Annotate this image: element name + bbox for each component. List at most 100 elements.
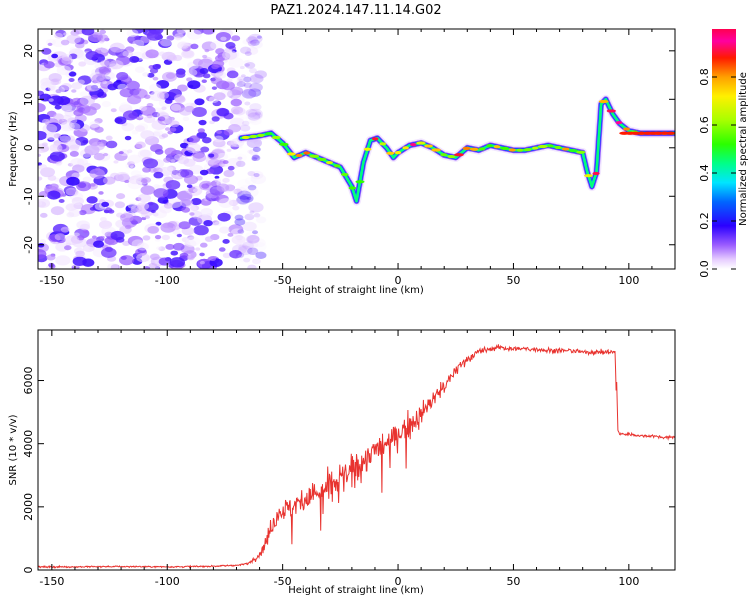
noise-blob (250, 40, 263, 49)
noise-blob (245, 62, 256, 69)
noise-blob (109, 59, 124, 70)
noise-blob (41, 48, 52, 55)
noise-blob (120, 213, 134, 223)
noise-blob (64, 235, 80, 246)
figure-title: PAZ1.2024.147.11.14.G02 (270, 3, 441, 18)
noise-blob (137, 193, 151, 203)
noise-blob (78, 61, 87, 67)
noise-blob (38, 164, 48, 171)
noise-blob (249, 210, 255, 214)
noise-blob (100, 216, 107, 222)
noise-blob (61, 56, 73, 65)
noise-blob (253, 140, 261, 145)
noise-blob (192, 58, 204, 66)
snr-xtick-label: -50 (274, 575, 292, 588)
noise-blob (247, 247, 259, 256)
noise-blob (96, 46, 102, 51)
noise-blob (225, 42, 236, 49)
noise-blob (103, 209, 110, 214)
noise-blob (222, 49, 238, 60)
noise-blob (203, 220, 213, 227)
noise-blob (216, 183, 230, 193)
noise-blob (221, 81, 235, 91)
noise-blob (176, 233, 182, 238)
noise-blob (48, 262, 55, 268)
noise-blob (113, 160, 119, 164)
ridge-peak (317, 157, 327, 162)
noise-blob (89, 123, 100, 131)
noise-blob (143, 115, 156, 124)
noise-blob (227, 140, 238, 147)
noise-blob (247, 149, 254, 154)
noise-blob (158, 246, 166, 252)
noise-blob (136, 202, 150, 211)
ridge-peak (424, 144, 433, 148)
colorbar-label: Normalized spectral amplitude (738, 72, 749, 226)
noise-blob (93, 152, 105, 161)
noise-blob (250, 170, 264, 180)
noise-blob (186, 77, 193, 82)
ridge-peak (606, 109, 616, 113)
noise-blob (252, 154, 260, 160)
noise-blob (107, 263, 119, 269)
noise-blob (230, 106, 244, 115)
noise-blob (242, 39, 251, 45)
noise-blob (248, 88, 262, 97)
snr-axes: -150 -100 -50 0 50 100 0 2000 4000 6000 (22, 330, 676, 588)
noise-blob (242, 241, 255, 250)
noise-blob (121, 122, 135, 132)
noise-blob (82, 229, 89, 234)
noise-blob (170, 159, 176, 163)
noise-blob (164, 147, 177, 156)
noise-blob (237, 116, 245, 122)
noise-blob (227, 165, 235, 171)
spectrogram-xtick-label: 50 (506, 274, 520, 287)
noise-blob (243, 76, 252, 83)
noise-blob (127, 179, 142, 190)
noise-blob (105, 135, 113, 141)
noise-blob (126, 149, 133, 154)
noise-blob (95, 167, 101, 171)
noise-blob (173, 94, 185, 102)
noise-blob (242, 221, 257, 232)
noise-blob (248, 209, 260, 217)
spectrogram-noise (38, 29, 267, 269)
noise-blob (210, 76, 223, 85)
noise-blob (204, 49, 210, 53)
noise-blob (47, 85, 56, 91)
noise-blob (244, 101, 251, 106)
spectrogram-xtick-label: -100 (155, 274, 180, 287)
noise-blob (222, 238, 230, 244)
noise-blob (63, 32, 69, 36)
noise-blob (250, 39, 260, 46)
noise-blob (197, 128, 205, 133)
ridge-peak (264, 132, 273, 136)
noise-blob (181, 236, 190, 243)
noise-blob (256, 35, 262, 39)
spectrogram-ytick-label: 20 (22, 44, 35, 58)
noise-blob (127, 235, 144, 247)
noise-blob (45, 132, 58, 141)
noise-blob (164, 127, 171, 131)
spectrogram-ytick-label: -20 (22, 236, 35, 254)
noise-blob (238, 244, 249, 251)
noise-blob (89, 206, 96, 211)
colorbar-ticks: 0.0 0.2 0.4 0.6 0.8 (698, 68, 736, 278)
noise-blob (51, 53, 59, 59)
noise-blob (114, 116, 127, 125)
noise-blob (222, 177, 230, 183)
noise-blob (236, 81, 246, 88)
noise-blob (179, 107, 192, 116)
noise-blob (127, 161, 135, 167)
noise-blob (71, 89, 77, 93)
noise-blob (52, 85, 65, 95)
noise-blob (51, 38, 66, 48)
noise-blob (38, 130, 47, 141)
ridge-peak (431, 148, 441, 152)
noise-blob (251, 155, 261, 161)
noise-blob (237, 252, 252, 263)
spectrogram-ytick-label: 10 (22, 92, 35, 106)
noise-blob (242, 198, 250, 203)
noise-blob (143, 266, 151, 269)
